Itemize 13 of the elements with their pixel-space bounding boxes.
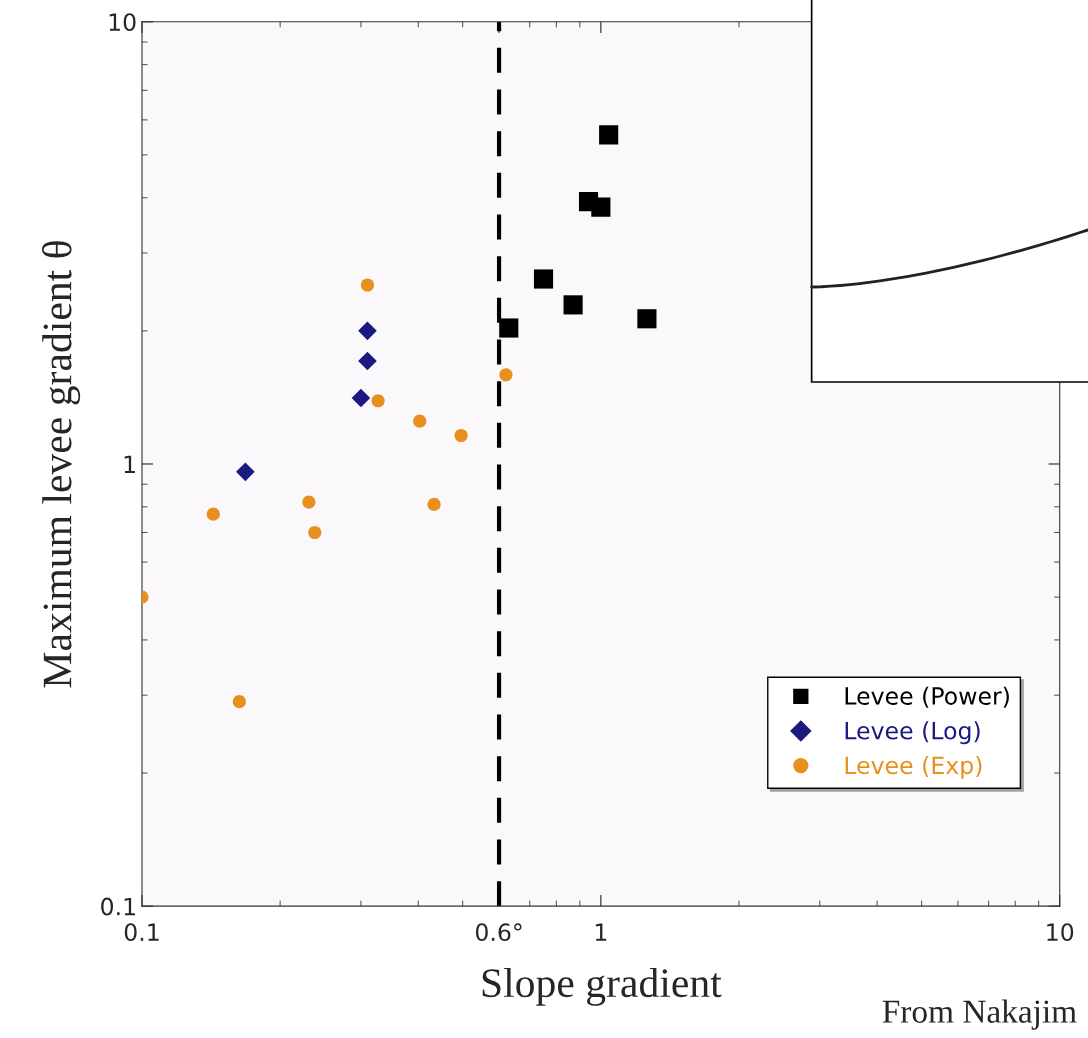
x-tick-label: 10 bbox=[1047, 923, 1074, 942]
y-tick-label: 10 bbox=[109, 13, 136, 32]
y-tick-label: 0.1 bbox=[101, 897, 135, 916]
legend-label: Levee (Exp) bbox=[845, 755, 982, 779]
x-tick-label: 0.1 bbox=[124, 923, 159, 942]
text: From Nakajim bbox=[882, 999, 1077, 1030]
x-tick-label: 1 bbox=[595, 923, 607, 941]
y-axis-title: Maximum levee gradient θ bbox=[42, 241, 81, 688]
legend-label: Levee (Power) bbox=[845, 686, 1009, 708]
legend-label: Levee (Log) bbox=[845, 721, 980, 745]
x-tick-label: 0.6° bbox=[475, 923, 522, 942]
x-axis-title: Slope gradient bbox=[482, 967, 722, 1006]
y-tick-label: 1 bbox=[124, 455, 135, 473]
